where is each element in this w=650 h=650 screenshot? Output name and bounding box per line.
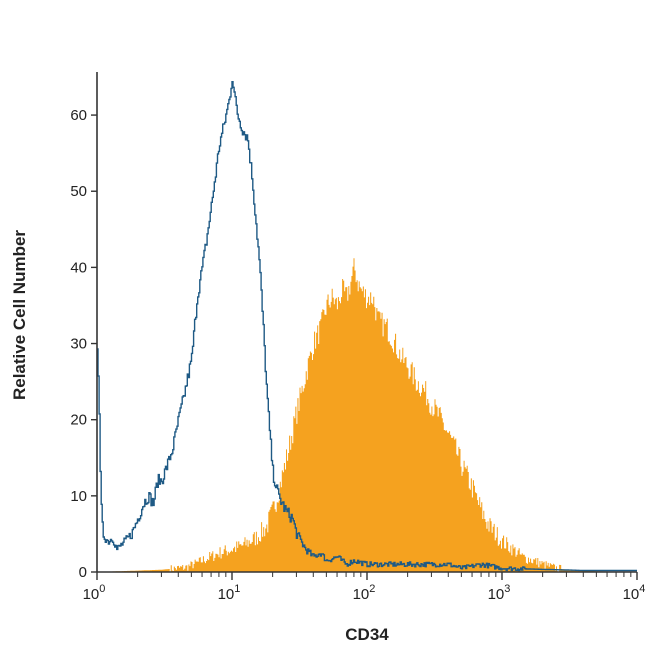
x-tick-label: 104 — [623, 583, 646, 603]
y-tick-label: 20 — [70, 412, 87, 429]
outline-histogram-series — [97, 81, 637, 572]
x-tick-label: 102 — [353, 583, 376, 603]
y-tick-label: 50 — [70, 183, 87, 200]
y-tick-label: 40 — [70, 259, 87, 276]
x-axis-title: CD34 — [345, 625, 389, 644]
x-tick-label: 100 — [83, 583, 106, 603]
series-layer — [97, 81, 637, 572]
y-tick-label: 10 — [70, 488, 87, 505]
y-tick-label: 60 — [70, 107, 87, 124]
y-tick-label: 0 — [79, 564, 87, 581]
y-tick-label: 30 — [70, 336, 87, 353]
x-tick-label: 103 — [488, 583, 511, 603]
x-tick-label: 101 — [218, 583, 241, 603]
filled-histogram-series — [97, 258, 637, 572]
ticks-layer: 0 10 20 30 40 50 60 100 101 102 103 104 — [70, 107, 645, 603]
y-axis-title: Relative Cell Number — [10, 230, 29, 400]
